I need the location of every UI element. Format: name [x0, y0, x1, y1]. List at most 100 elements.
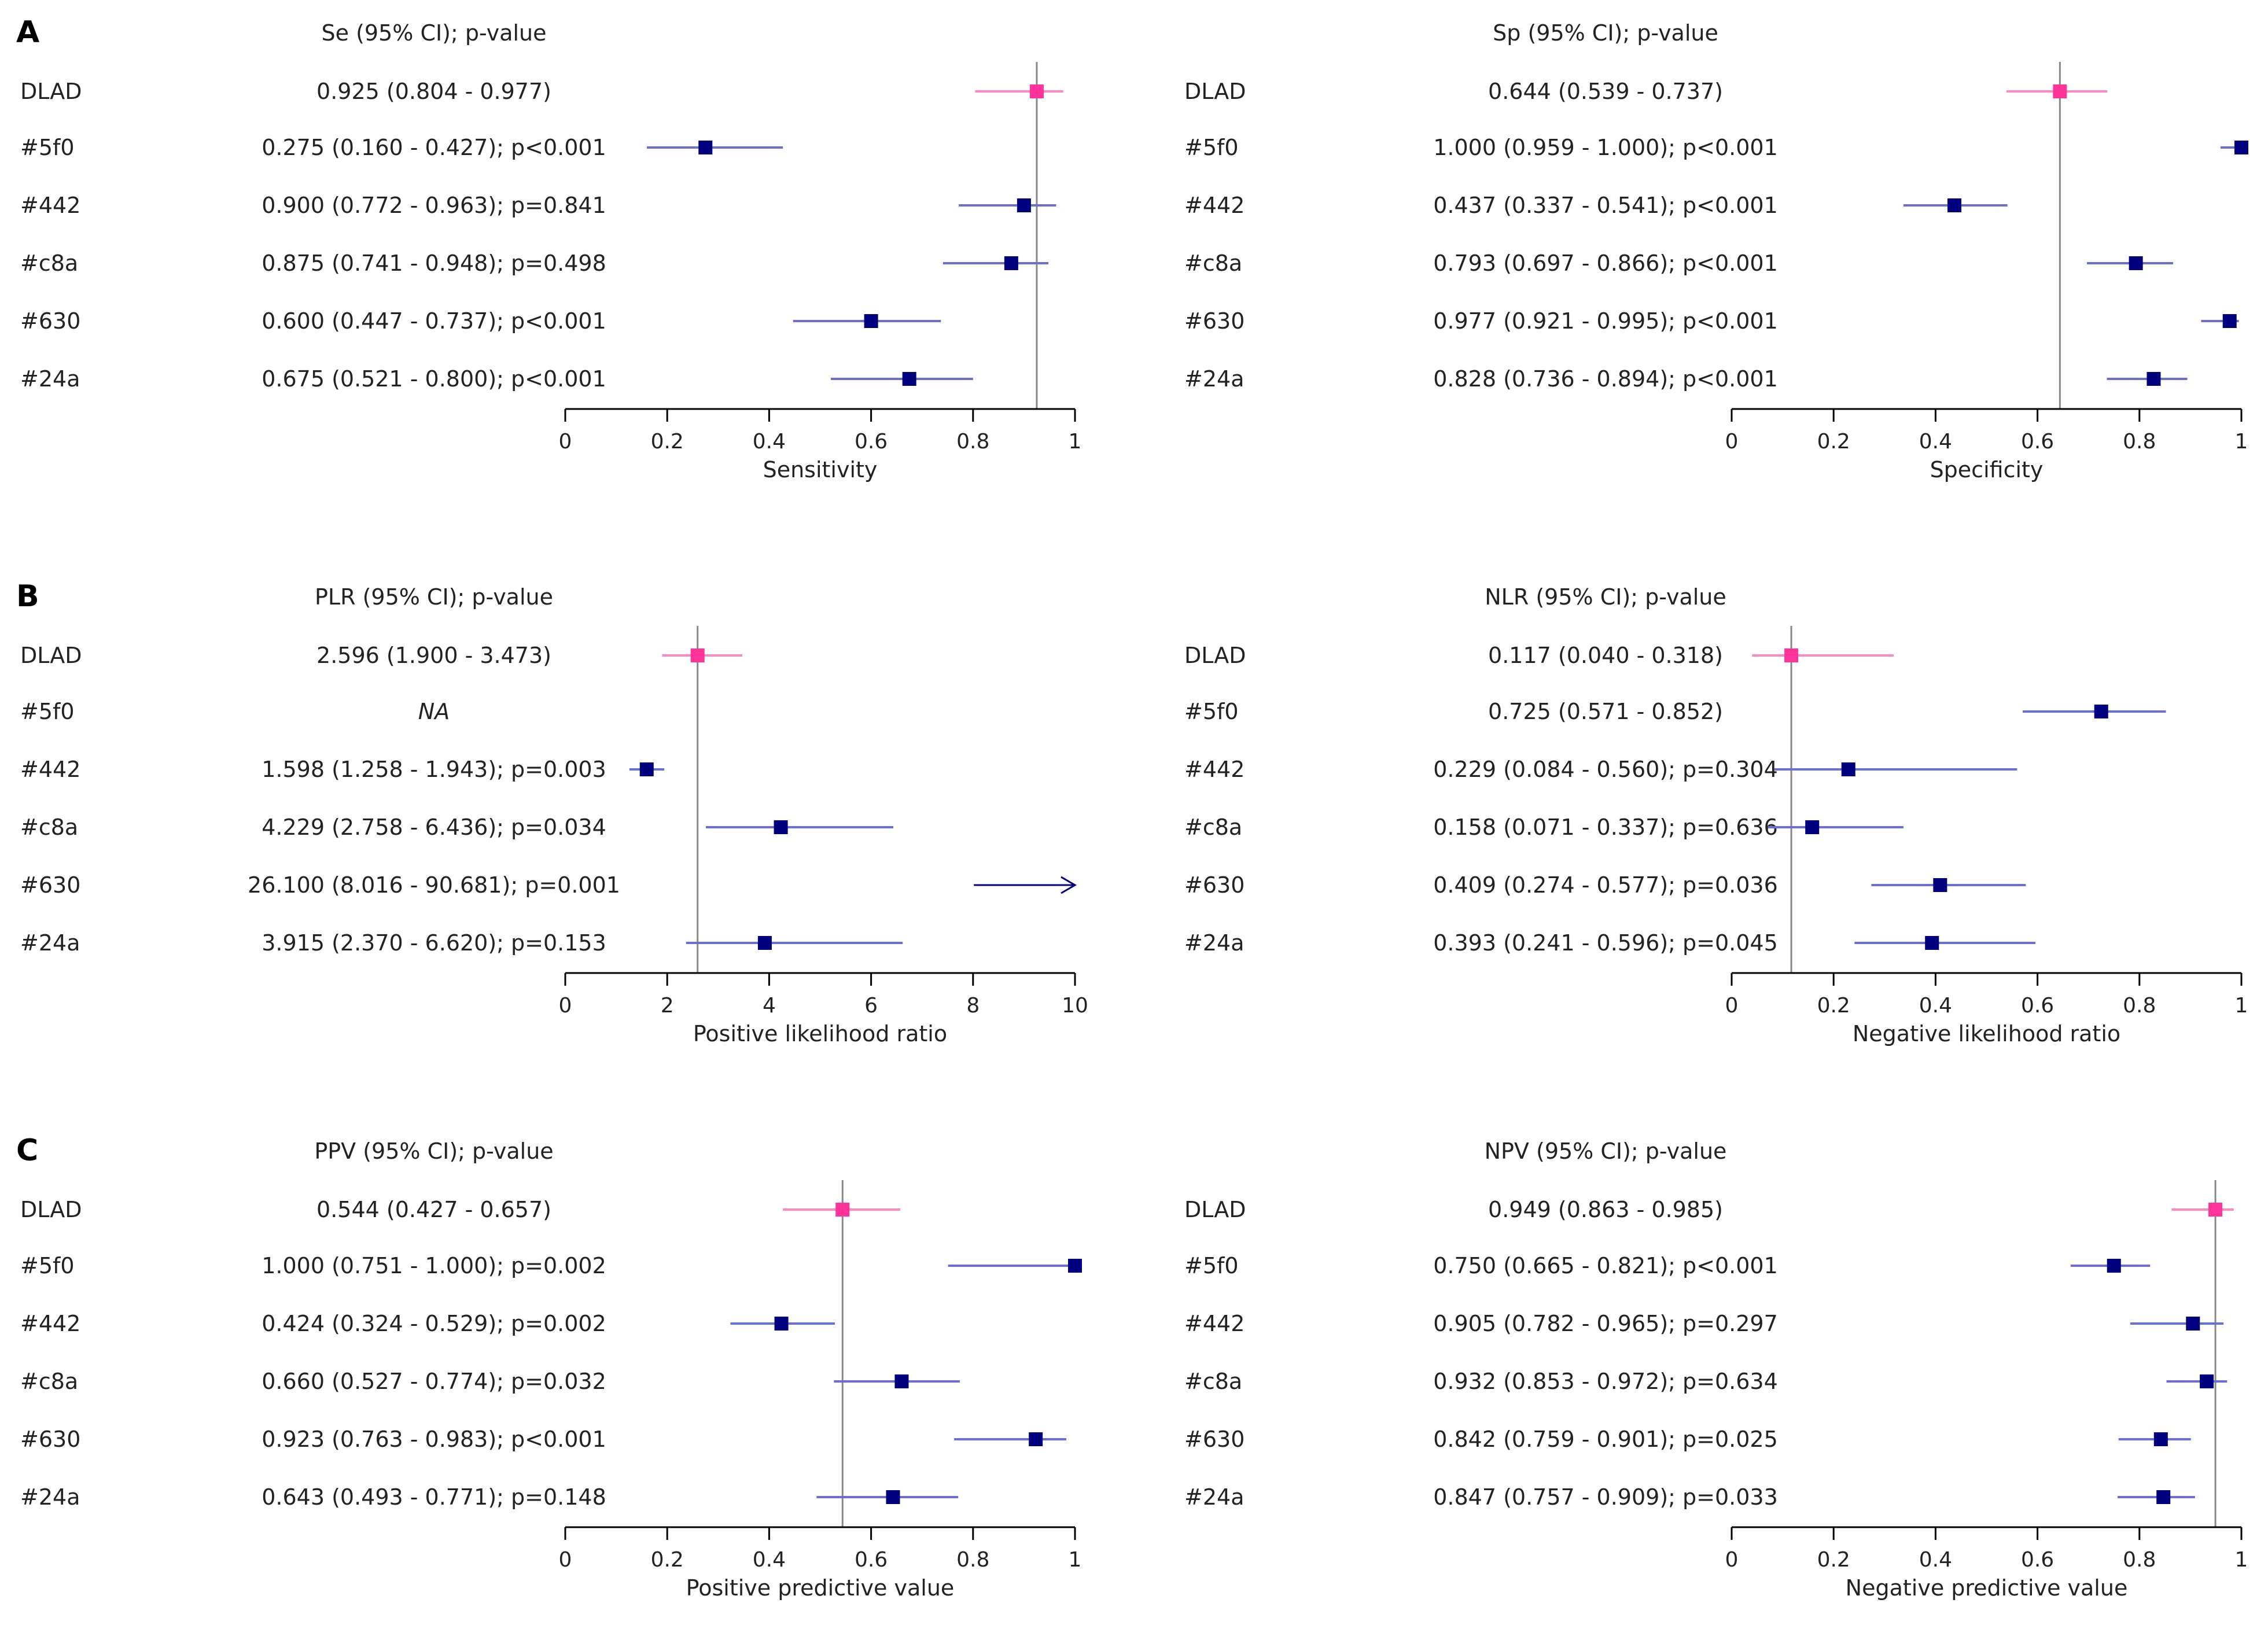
row-label: #442	[1184, 1311, 1245, 1336]
x-tick-label: 0.8	[2123, 994, 2156, 1018]
section-letter: A	[16, 15, 39, 50]
point-estimate	[894, 1374, 909, 1388]
x-axis-label: Sensitivity	[763, 457, 878, 482]
x-tick-label: 0.2	[1817, 430, 1850, 454]
x-axis-label: Specificity	[1930, 457, 2044, 482]
row-estimate-text: 0.275 (0.160 - 0.427); p<0.001	[262, 135, 606, 160]
x-tick-label: 8	[966, 994, 980, 1018]
row-estimate-text: 0.923 (0.763 - 0.983); p<0.001	[262, 1427, 606, 1452]
x-axis-label: Negative predictive value	[1846, 1575, 2128, 1601]
x-tick-label: 0	[1725, 1548, 1739, 1572]
point-estimate	[1947, 198, 1961, 212]
row-estimate-text: 4.229 (2.758 - 6.436); p=0.034	[262, 814, 606, 840]
forest-panel-sp: Sp (95% CI); p-value DLAD 0.644 (0.539 - 0…	[1184, 20, 2248, 482]
row-estimate-text: 0.117 (0.040 - 0.318)	[1488, 643, 1723, 668]
x-tick-label: 0.2	[651, 1548, 684, 1572]
forest-panel-npv: NPV (95% CI); p-value DLAD 0.949 (0.863 - …	[1184, 1138, 2248, 1601]
x-tick-label: 0.8	[956, 1548, 989, 1572]
point-estimate	[2200, 1374, 2214, 1388]
row-label: #5f0	[1184, 699, 1239, 724]
point-estimate	[1004, 256, 1018, 270]
x-axis-label: Positive predictive value	[686, 1575, 955, 1601]
point-estimate	[2222, 314, 2237, 328]
point-estimate	[1933, 878, 1947, 892]
forest-panel-plr: B PLR (95% CI); p-value DLAD 2.596 (1.900 -…	[16, 579, 1088, 1046]
row-label: DLAD	[20, 643, 82, 668]
x-tick-label: 0.6	[855, 1548, 888, 1572]
row-estimate-text: 0.875 (0.741 - 0.948); p=0.498	[262, 250, 606, 276]
column-header: Sp (95% CI); p-value	[1493, 20, 1718, 46]
x-tick-label: 0.4	[753, 1548, 786, 1572]
row-label: DLAD	[20, 79, 82, 104]
point-estimate	[1841, 762, 1855, 776]
row-label: #c8a	[1184, 1369, 1242, 1394]
column-header: PPV (95% CI); p-value	[314, 1138, 553, 1164]
point-estimate	[639, 762, 654, 776]
row-label: #442	[20, 757, 80, 782]
x-tick-label: 4	[763, 994, 776, 1018]
row-estimate-text: 1.000 (0.751 - 1.000); p=0.002	[262, 1253, 606, 1278]
x-tick-label: 0	[559, 1548, 572, 1572]
point-estimate	[1805, 820, 1820, 834]
x-tick-label: 0.4	[1919, 1548, 1952, 1572]
point-estimate	[2146, 372, 2161, 386]
row-label: DLAD	[1184, 643, 1246, 668]
row-estimate-text: 26.100 (8.016 - 90.681); p=0.001	[248, 872, 620, 898]
row-label: #c8a	[1184, 250, 1242, 276]
forest-panel-se: A Se (95% CI); p-value DLAD 0.925 (0.804 - …	[16, 15, 1081, 482]
point-estimate	[2156, 1490, 2171, 1504]
row-label: #442	[20, 193, 80, 218]
x-tick-label: 0.6	[2021, 430, 2054, 454]
point-estimate	[1925, 936, 1939, 950]
x-tick-label: 0.6	[855, 430, 888, 454]
point-estimate	[886, 1490, 900, 1504]
row-estimate-text: 0.828 (0.736 - 0.894); p<0.001	[1433, 366, 1778, 392]
row-label: #630	[1184, 308, 1245, 334]
point-estimate	[1029, 84, 1044, 98]
row-label: DLAD	[1184, 79, 1246, 104]
row-label: #5f0	[20, 1253, 75, 1278]
row-label: #5f0	[20, 135, 75, 160]
x-tick-label: 1	[2235, 994, 2248, 1018]
x-tick-label: 0.8	[956, 430, 989, 454]
row-label: #630	[1184, 872, 1245, 898]
point-estimate	[2094, 705, 2108, 718]
row-label: #442	[1184, 193, 1245, 218]
point-estimate	[774, 820, 788, 834]
row-label: #630	[20, 1427, 80, 1452]
x-tick-label: 0.4	[1919, 994, 1952, 1018]
row-label: DLAD	[20, 1197, 82, 1222]
column-header: Se (95% CI); p-value	[322, 20, 547, 46]
row-estimate-text: 0.643 (0.493 - 0.771); p=0.148	[262, 1484, 606, 1510]
row-estimate-text: 0.660 (0.527 - 0.774); p=0.032	[262, 1369, 606, 1394]
forest-panel-ppv: C PPV (95% CI); p-value DLAD 0.544 (0.427 -…	[16, 1133, 1082, 1601]
row-label: #5f0	[1184, 1253, 1239, 1278]
row-estimate-text: 0.793 (0.697 - 0.866); p<0.001	[1433, 250, 1778, 276]
row-label: #24a	[20, 366, 80, 392]
row-label: #24a	[1184, 1484, 1244, 1510]
x-tick-label: 0	[559, 430, 572, 454]
x-tick-label: 0.8	[2123, 1548, 2156, 1572]
row-label: #24a	[1184, 930, 1244, 956]
forest-panel-nlr: NLR (95% CI); p-value DLAD 0.117 (0.040 - …	[1184, 584, 2248, 1046]
row-estimate-text: NA	[418, 699, 450, 724]
x-tick-label: 6	[864, 994, 878, 1018]
point-estimate	[1029, 1432, 1043, 1446]
x-tick-label: 0	[1725, 994, 1739, 1018]
x-tick-label: 1	[2235, 1548, 2248, 1572]
row-estimate-text: 0.409 (0.274 - 0.577); p=0.036	[1433, 872, 1778, 898]
x-axis-label: Positive likelihood ratio	[693, 1021, 947, 1046]
row-estimate-text: 0.900 (0.772 - 0.963); p=0.841	[262, 193, 606, 218]
point-estimate	[1017, 198, 1031, 212]
point-estimate	[698, 141, 713, 154]
row-label: #24a	[20, 1484, 80, 1510]
point-estimate	[690, 648, 705, 662]
point-estimate	[2107, 1259, 2121, 1273]
point-estimate	[835, 1203, 850, 1217]
x-tick-label: 10	[1062, 994, 1088, 1018]
row-estimate-text: 0.644 (0.539 - 0.737)	[1488, 79, 1723, 104]
row-estimate-text: 0.424 (0.324 - 0.529); p=0.002	[262, 1311, 606, 1336]
point-estimate	[902, 372, 916, 386]
row-estimate-text: 0.158 (0.071 - 0.337); p=0.636	[1433, 814, 1778, 840]
x-tick-label: 1	[1069, 1548, 1082, 1572]
